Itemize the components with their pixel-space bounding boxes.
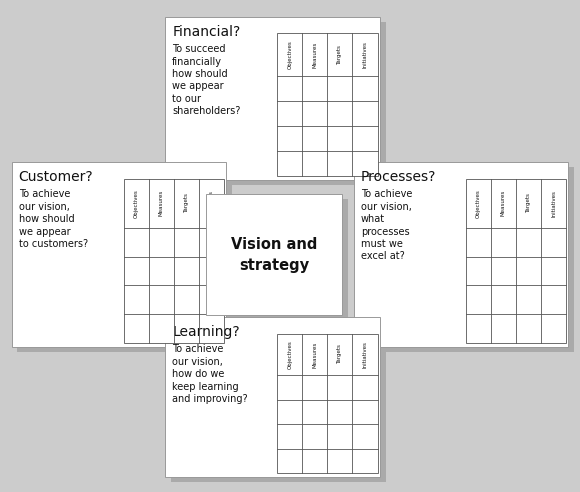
Text: Initiatives: Initiatives xyxy=(209,190,214,216)
Text: Objectives: Objectives xyxy=(476,189,481,217)
Text: Initiatives: Initiatives xyxy=(362,341,368,368)
Bar xyxy=(165,317,380,477)
Bar xyxy=(360,167,574,352)
Text: Initiatives: Initiatives xyxy=(362,41,368,68)
Bar xyxy=(12,162,226,347)
Text: Measures: Measures xyxy=(159,190,164,216)
Bar xyxy=(124,179,224,343)
Bar xyxy=(212,199,348,320)
Text: To achieve
our vision,
what
processes
must we
excel at?: To achieve our vision, what processes mu… xyxy=(361,189,412,261)
Text: Targets: Targets xyxy=(184,193,189,213)
Text: Targets: Targets xyxy=(338,45,342,65)
Bar xyxy=(206,194,342,315)
Text: Measures: Measures xyxy=(313,42,317,68)
Text: Processes?: Processes? xyxy=(361,170,436,184)
Bar xyxy=(354,162,568,347)
Text: Customer?: Customer? xyxy=(19,170,93,184)
Text: Financial?: Financial? xyxy=(172,25,241,38)
Text: To achieve
our vision,
how do we
keep learning
and improving?: To achieve our vision, how do we keep le… xyxy=(172,344,248,404)
Text: Objectives: Objectives xyxy=(287,40,292,69)
Bar xyxy=(277,33,378,176)
Bar xyxy=(17,167,232,352)
Bar xyxy=(277,334,378,473)
Text: Targets: Targets xyxy=(338,344,342,365)
Text: Objectives: Objectives xyxy=(133,189,139,217)
Text: Objectives: Objectives xyxy=(287,340,292,369)
Text: To succeed
financially
how should
we appear
to our
shareholders?: To succeed financially how should we app… xyxy=(172,44,241,116)
Bar xyxy=(165,17,380,180)
Text: Measures: Measures xyxy=(501,190,506,216)
Text: Vision and
strategy: Vision and strategy xyxy=(231,237,317,273)
Bar xyxy=(466,179,566,343)
Text: To achieve
our vision,
how should
we appear
to customers?: To achieve our vision, how should we app… xyxy=(19,189,88,249)
Text: Measures: Measures xyxy=(313,341,317,368)
Bar xyxy=(171,322,386,482)
Bar xyxy=(171,22,386,184)
Text: Targets: Targets xyxy=(526,193,531,213)
Text: Learning?: Learning? xyxy=(172,325,240,338)
Text: Initiatives: Initiatives xyxy=(551,190,556,216)
